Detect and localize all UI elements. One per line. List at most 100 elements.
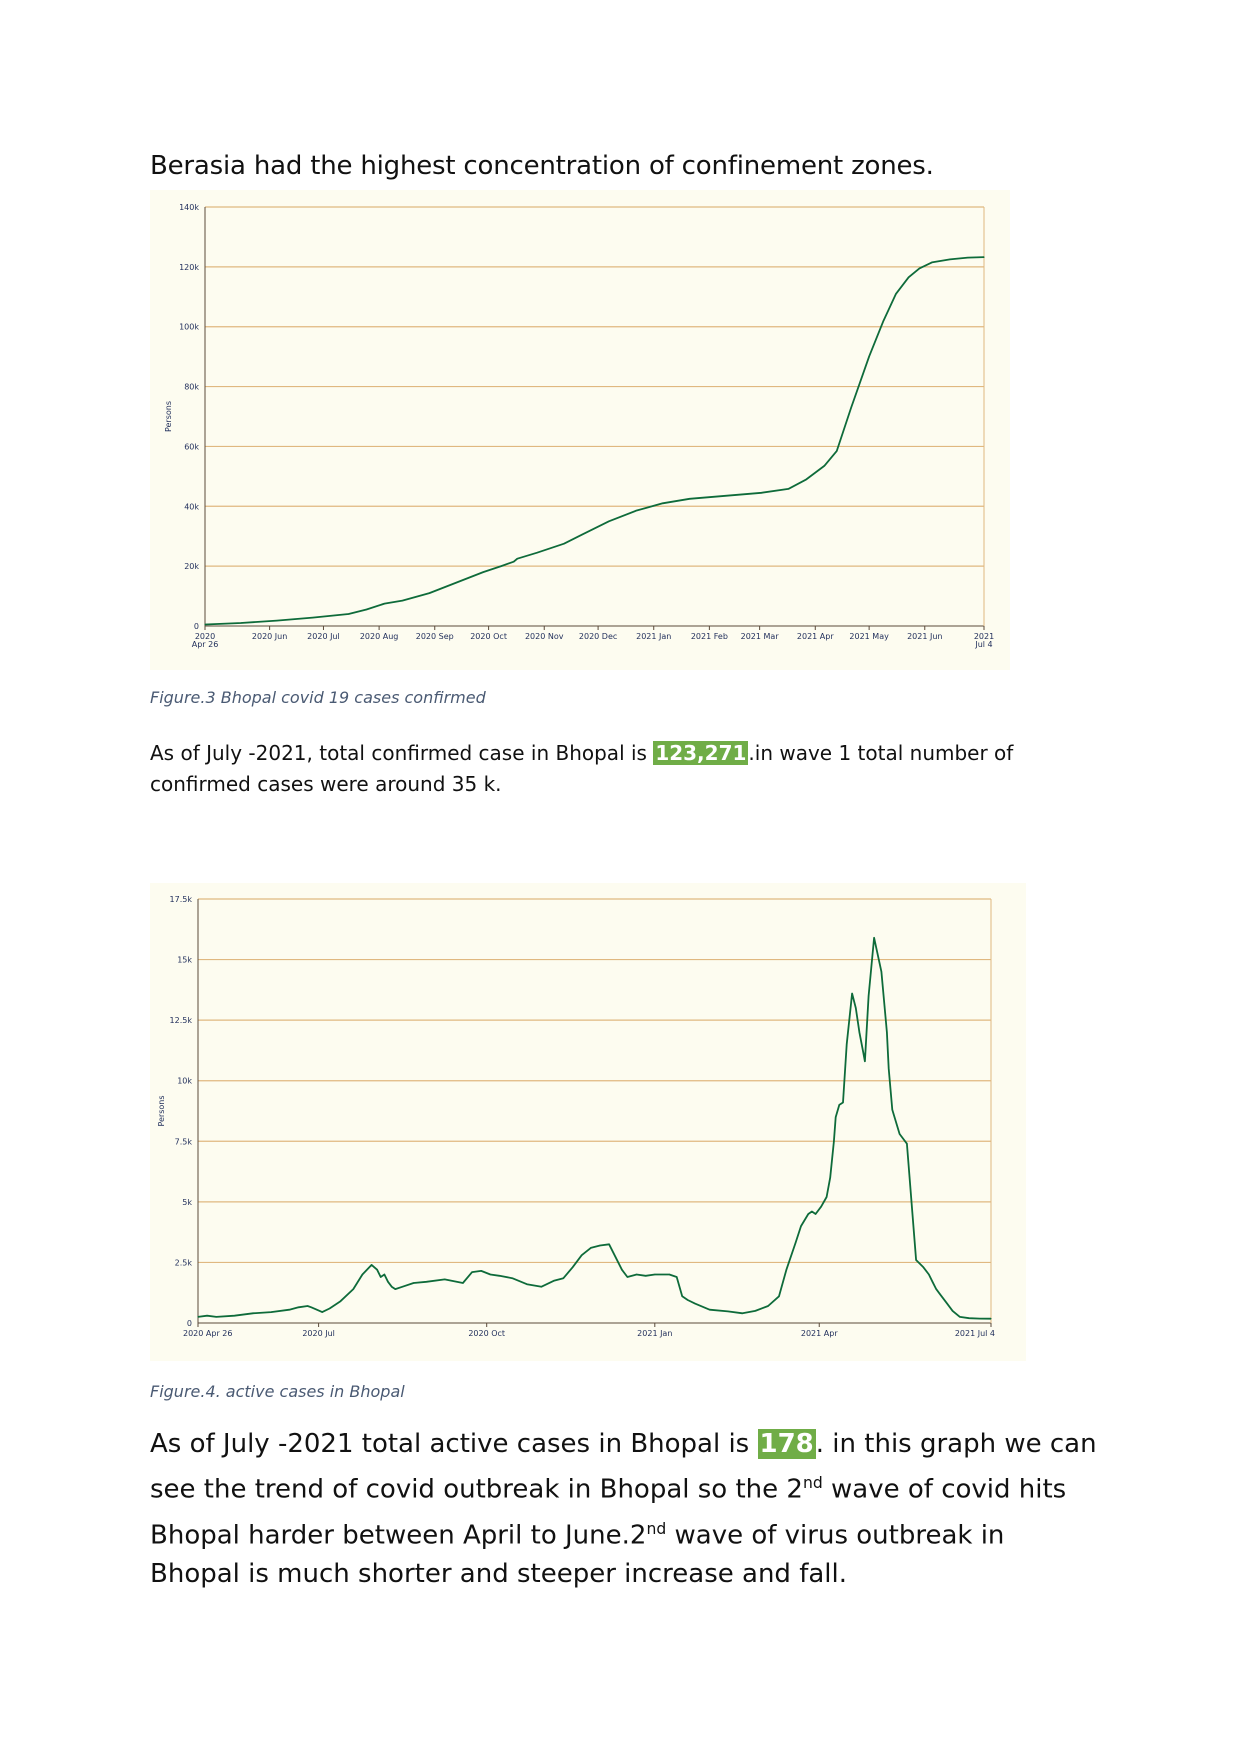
data-point (553, 1280, 555, 1282)
data-point (599, 1244, 601, 1247)
y-tick-label: 40k (184, 502, 199, 511)
data-point (805, 478, 807, 480)
series-line-2 (197, 936, 992, 1320)
data-point (807, 1213, 809, 1215)
data-point (297, 1306, 300, 1308)
data-point (480, 1270, 482, 1272)
x-tick-label: 2021 Jul 4 (955, 1329, 995, 1338)
data-point (352, 1288, 354, 1290)
data-point (215, 1316, 217, 1318)
data-point (785, 1269, 788, 1271)
active-cases-svg: 0 2.5k 5k 7.5k 10k 12.5k 15k 17.5k 2020 Apr 26 20… (157, 895, 995, 1338)
data-point (949, 258, 951, 260)
data-point (307, 1305, 309, 1307)
x-tick-label: 2020 Oct (468, 1329, 505, 1338)
x-tick-label: 2020 Sep (416, 632, 454, 641)
data-point (851, 992, 853, 995)
x-tick-label: 2020 Aug (360, 632, 399, 641)
data-point (401, 600, 403, 602)
data-point (838, 1104, 840, 1106)
data-point (562, 1277, 564, 1279)
y-tick-label: 10k (177, 1077, 192, 1086)
y-tick-label: 80k (184, 383, 199, 392)
active-cases-paragraph: As of July -2021 total active cases in B… (150, 1425, 1100, 1594)
y-tick-label: 0 (187, 1319, 192, 1328)
data-point (391, 1286, 393, 1288)
data-point (270, 1311, 272, 1313)
data-point (727, 1310, 729, 1312)
y-tick-label: 100k (179, 323, 199, 332)
data-point (864, 1060, 866, 1062)
data-point (886, 1031, 888, 1033)
data-point (800, 1225, 802, 1227)
data-point (895, 293, 897, 295)
data-point (918, 267, 921, 269)
data-point (645, 1275, 647, 1277)
data-point (371, 1264, 373, 1266)
active-cases-chart: 0 2.5k 5k 7.5k 10k 12.5k 15k 17.5k 2020 Apr 26 20… (150, 883, 1026, 1361)
data-point (836, 450, 838, 452)
data-point (500, 565, 502, 567)
data-point (754, 1310, 756, 1312)
data-point (581, 1254, 583, 1256)
data-point (952, 1310, 954, 1312)
data-point (946, 1303, 948, 1305)
x-tick-label-line2: Jul 4 (974, 640, 992, 649)
para2-text-2: . in this graph we can see the trend of … (150, 1429, 1097, 1505)
data-point (906, 1143, 908, 1145)
data-point (668, 1273, 671, 1276)
y-tick-label: 20k (184, 562, 199, 571)
data-point (868, 995, 870, 997)
data-point (626, 1276, 628, 1278)
y-axis-label: Persons (164, 401, 173, 432)
x-tick-label: 2020 (195, 632, 215, 641)
data-point (563, 543, 565, 545)
figure-3-caption: Figure.3 Bhopal covid 19 cases confirmed (150, 688, 486, 707)
page-heading: Berasia had the highest concentration of… (150, 151, 934, 181)
data-point (513, 561, 515, 563)
data-point (380, 1276, 382, 1278)
confirmed-cases-chart: 0 20k 40k 60k 80k 100k 120k 140k 2020 Apr 26 2020 … (150, 190, 1010, 670)
data-point (908, 276, 910, 278)
data-point (741, 1312, 744, 1314)
figure-4-caption: Figure.4. active cases in Bhopal (150, 1382, 405, 1401)
data-point (310, 1306, 312, 1308)
data-point (767, 1305, 769, 1307)
x-tick-label: 2021 Feb (691, 632, 728, 641)
data-point (376, 1269, 378, 1271)
superscript-nd-1: nd (802, 1474, 823, 1492)
data-point (724, 495, 727, 497)
data-point (862, 1051, 864, 1053)
x-tick-label: 2021 (974, 632, 994, 641)
data-point (760, 492, 763, 494)
data-point (880, 971, 883, 973)
x-tick-label: 2021 Mar (741, 632, 780, 641)
data-point (915, 1259, 917, 1261)
data-point (873, 937, 875, 939)
data-point (339, 1300, 342, 1302)
data-point (820, 1206, 822, 1208)
data-point (935, 1288, 937, 1290)
x-tick-label: 2021 Jan (637, 1329, 672, 1338)
data-point (329, 1307, 331, 1310)
data-point (888, 1068, 890, 1070)
x-tick-label: 2020 Apr 26 (183, 1329, 232, 1338)
x-tick-label: 2021 May (849, 632, 889, 641)
data-point (608, 1243, 610, 1245)
x-tick-label: 2021 Jun (907, 632, 942, 641)
data-point (687, 1299, 689, 1301)
data-point (621, 1269, 623, 1271)
data-point (425, 1281, 427, 1283)
data-point (931, 1281, 934, 1283)
x-tick-label: 2020 Oct (470, 632, 507, 641)
data-point (681, 1295, 683, 1297)
data-point (197, 1316, 199, 1318)
data-point (928, 1273, 930, 1276)
data-point (482, 571, 484, 573)
data-point (899, 1133, 901, 1135)
data-point (654, 1273, 656, 1276)
data-point (815, 1213, 817, 1215)
y-tick-label: 5k (182, 1198, 192, 1207)
y-tick-label: 12.5k (170, 1016, 193, 1025)
